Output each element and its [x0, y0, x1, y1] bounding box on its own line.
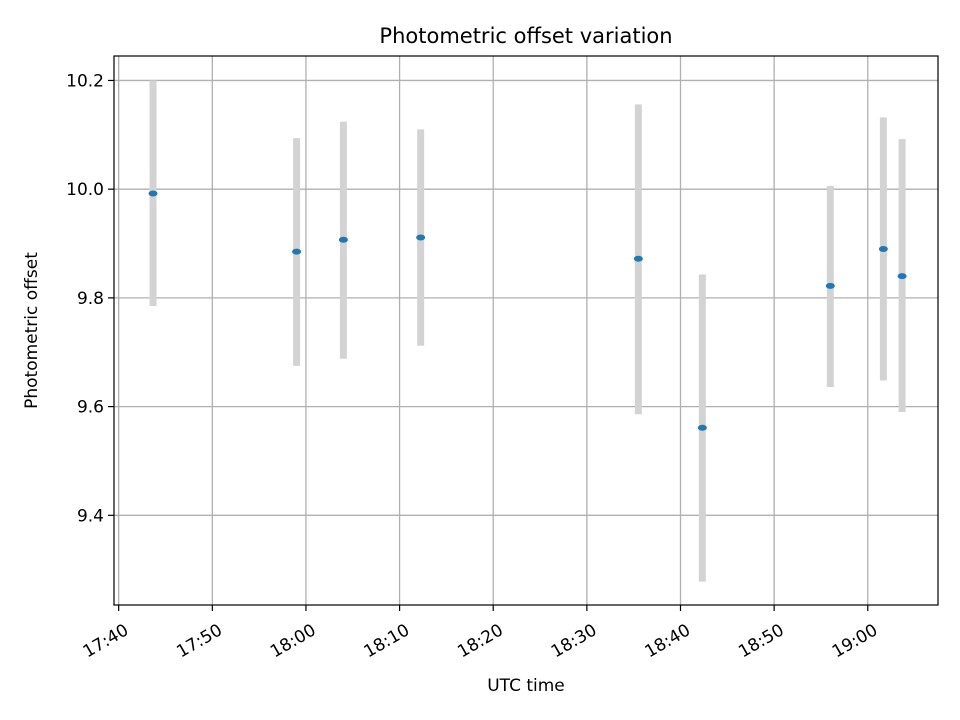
y-tick-label: 9.4 — [77, 506, 104, 526]
grid — [114, 56, 938, 605]
y-axis-label: Photometric offset — [22, 252, 42, 409]
data-point — [148, 190, 158, 197]
y-tick-label: 9.8 — [77, 289, 104, 309]
data-point — [897, 273, 907, 280]
data-point — [416, 234, 426, 241]
data-point — [292, 248, 302, 255]
y-tick-label: 10.2 — [66, 71, 104, 91]
data-point — [878, 245, 888, 252]
data-point — [697, 424, 707, 431]
data-point — [825, 282, 835, 289]
y-axis-ticks: 9.4 9.6 9.8 10.0 10.2 — [66, 71, 114, 526]
chart-title: Photometric offset variation — [379, 24, 672, 48]
data-point — [338, 236, 348, 243]
data-points — [148, 190, 907, 431]
y-tick-label: 10.0 — [66, 180, 104, 200]
x-axis-label: UTC time — [487, 676, 565, 696]
plot-frame — [113, 55, 939, 606]
y-tick-label: 9.6 — [77, 398, 104, 418]
data-point — [633, 255, 643, 262]
